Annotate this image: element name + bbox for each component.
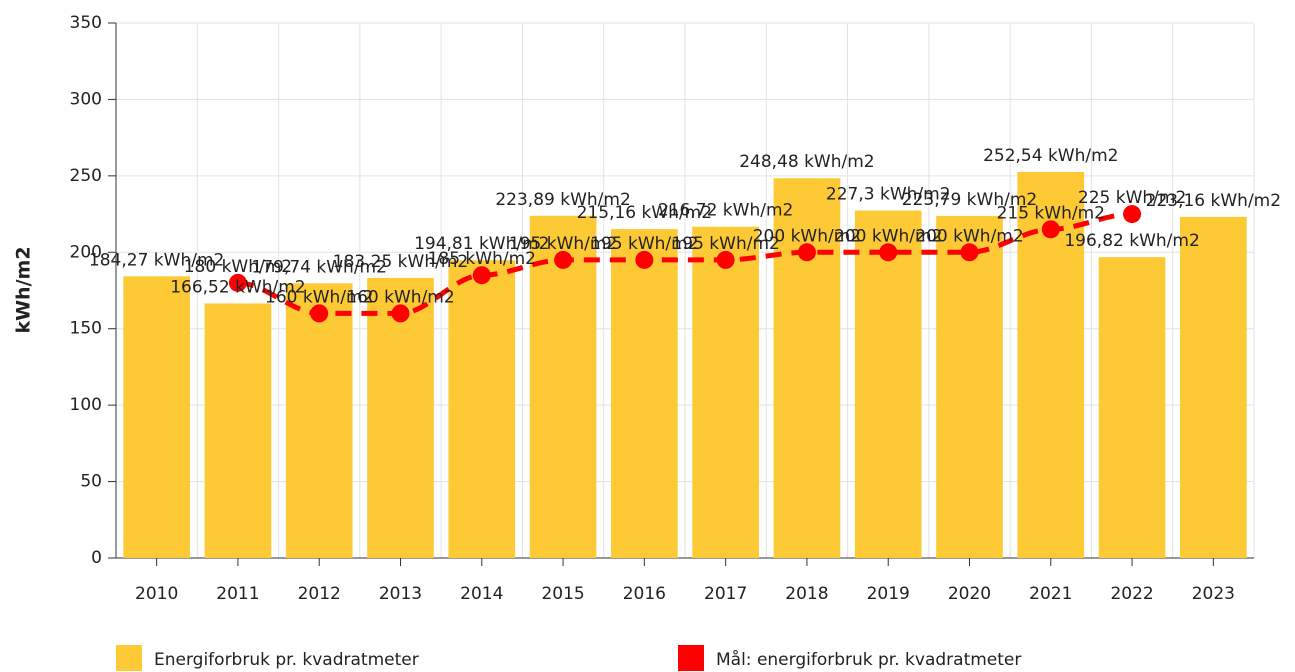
x-tick-label: 2011 [216, 584, 259, 604]
point [1123, 205, 1142, 224]
bar [204, 303, 272, 558]
point [879, 243, 898, 262]
data-label: 200 kWh/m2 [915, 226, 1023, 246]
y-tick-label: 50 [80, 472, 102, 492]
bar [692, 226, 759, 558]
x-tick-label: 2020 [948, 584, 991, 604]
y-tick-label: 0 [91, 548, 102, 568]
x-tick-label: 2010 [135, 584, 178, 604]
bar [773, 178, 841, 558]
bar [123, 276, 190, 558]
bar [1098, 257, 1166, 558]
legend-swatch [678, 645, 704, 671]
data-label: 195 kWh/m2 [671, 234, 779, 254]
legend-swatch [116, 645, 142, 671]
point [716, 250, 735, 269]
data-label: 166,52 kWh/m2 [170, 277, 305, 297]
y-axis-title: kWh/m2 [13, 246, 35, 333]
bar [1180, 216, 1247, 558]
bar [285, 283, 353, 558]
y-tick-label: 100 [70, 395, 102, 415]
y-tick-label: 350 [70, 13, 102, 33]
x-tick-label: 2018 [785, 584, 828, 604]
data-label: 183,25 kWh/m2 [333, 252, 468, 272]
data-label: 179,74 kWh/m2 [252, 257, 387, 277]
data-label: 160 kWh/m2 [346, 287, 454, 307]
y-tick-label: 150 [70, 319, 102, 339]
data-label: 184,27 kWh/m2 [89, 250, 224, 270]
x-tick-label: 2012 [298, 584, 341, 604]
data-label: 248,48 kWh/m2 [739, 152, 874, 172]
x-tick-label: 2017 [704, 584, 747, 604]
data-label: 216,72 kWh/m2 [658, 201, 793, 221]
point [391, 304, 410, 323]
x-tick-label: 2015 [541, 584, 584, 604]
x-tick-label: 2022 [1110, 584, 1153, 604]
data-label: 185 kWh/m2 [428, 249, 536, 269]
data-label: 223,16 kWh/m2 [1146, 191, 1281, 211]
bar [448, 260, 516, 558]
x-tick-label: 2021 [1029, 584, 1072, 604]
data-label: 215,16 kWh/m2 [577, 203, 712, 223]
data-label: 227,3 kWh/m2 [826, 185, 951, 205]
bar [936, 215, 1003, 558]
x-tick-label: 2013 [379, 584, 422, 604]
point [228, 273, 247, 292]
x-tick-label: 2014 [460, 584, 503, 604]
point [797, 243, 816, 262]
x-tick-label: 2023 [1192, 584, 1235, 604]
y-tick-label: 250 [70, 166, 102, 186]
y-tick-label: 300 [70, 89, 102, 109]
x-tick-label: 2016 [623, 584, 666, 604]
data-label: 223,79 kWh/m2 [902, 190, 1037, 210]
bar [529, 215, 597, 559]
point [960, 243, 979, 262]
legend-label: Mål: energiforbruk pr. kvadratmeter [716, 649, 1021, 670]
data-label: 180 kWh/m2 [184, 257, 292, 277]
x-tick-label: 2019 [867, 584, 910, 604]
data-label: 200 kWh/m2 [834, 226, 942, 246]
legend-label: Energiforbruk pr. kvadratmeter [154, 650, 419, 670]
data-label: 200 kWh/m2 [753, 226, 861, 246]
data-label: 215 kWh/m2 [997, 203, 1105, 223]
data-label: 195 kWh/m2 [509, 234, 617, 254]
data-label: 223,89 kWh/m2 [495, 190, 630, 210]
bar [854, 210, 922, 558]
data-label: 252,54 kWh/m2 [983, 146, 1118, 166]
point [554, 250, 573, 269]
point [1041, 220, 1060, 239]
data-label: 160 kWh/m2 [265, 287, 373, 307]
data-label: 225 kWh/m2 [1078, 188, 1186, 208]
y-tick-label: 200 [70, 242, 102, 262]
data-label: 195 kWh/m2 [590, 234, 698, 254]
point [310, 304, 329, 323]
point [635, 250, 654, 269]
bar [611, 229, 678, 559]
bar [367, 277, 434, 558]
data-label: 194,81 kWh/m2 [414, 234, 549, 254]
point [472, 266, 491, 285]
data-label: 196,82 kWh/m2 [1064, 231, 1199, 251]
